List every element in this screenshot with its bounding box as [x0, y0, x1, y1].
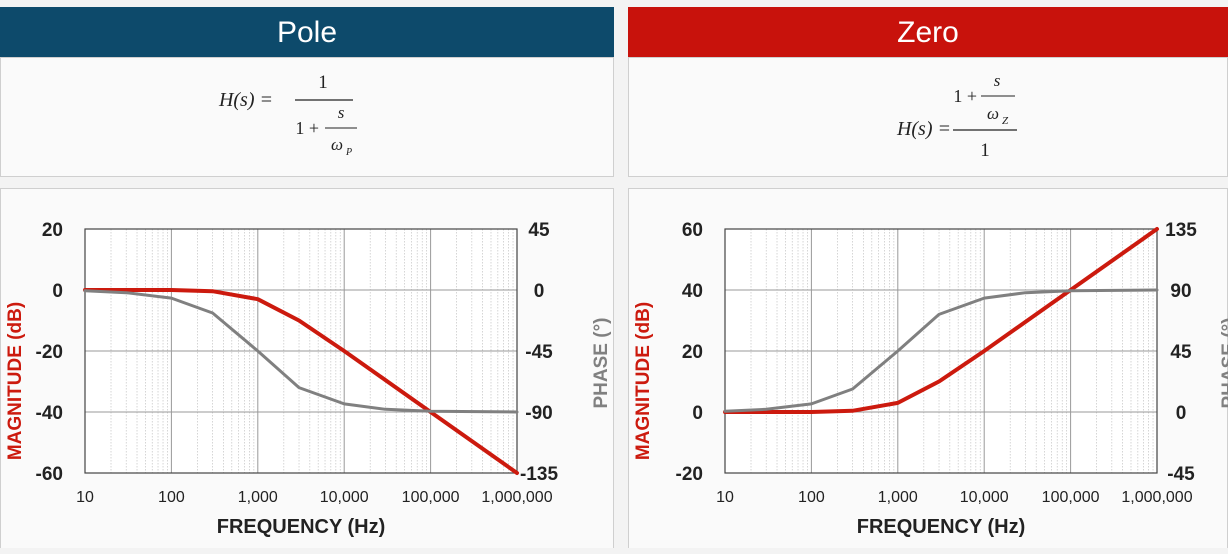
y2-axis-title: PHASE (°) [591, 318, 612, 409]
zero-formula-num-prefix: 1 + [953, 86, 977, 106]
zero-formula-inner-den: ω [987, 104, 999, 123]
x-tick-label: 1,000 [238, 489, 278, 506]
pole-chart-box: 20 45 0 0 -20 -45 -40 -90 -60 -135 10 100 1,000 10,00… [0, 188, 614, 548]
pole-formula-inner-den: ω [331, 135, 343, 154]
y-axis-title: MAGNITUDE (dB) [633, 302, 654, 460]
x-tick-label: 10 [76, 489, 94, 506]
pole-formula-box: H(s) = 1 1 + s ω P [0, 57, 614, 177]
y-tick-label: -20 [36, 342, 63, 363]
phase-series-line [83, 289, 519, 414]
zero-header-title: Zero [897, 16, 959, 49]
y2-tick-label: 0 [1176, 403, 1187, 424]
y-tick-label: 20 [682, 342, 703, 363]
x-tick-label: 10,000 [320, 489, 369, 506]
plot-frame [84, 228, 518, 474]
y-tick-label: -20 [676, 464, 703, 485]
x-axis-title: FREQUENCY (Hz) [857, 516, 1026, 538]
zero-header: Zero [628, 7, 1228, 57]
y-tick-label: -60 [36, 464, 63, 485]
y2-tick-label: -90 [525, 403, 552, 424]
x-tick-label: 1,000 [878, 489, 918, 506]
y-tick-label: 40 [682, 281, 703, 302]
pole-formula: H(s) = 1 1 + s ω P [218, 72, 357, 158]
pole-bode-chart: 20 45 0 0 -20 -45 -40 -90 -60 -135 10 100 1,000 10,00… [5, 220, 612, 538]
zero-formula-denominator: 1 [980, 140, 990, 161]
zero-formula-lhs: H(s) = [896, 118, 951, 140]
y-tick-label: 0 [692, 403, 703, 424]
zero-bode-chart: 60 135 40 90 20 45 0 0 -20 -45 10 100 1,000 10,000 100… [633, 220, 1228, 538]
x-tick-label: 1,000,000 [481, 489, 552, 506]
pole-formula-inner-num: s [338, 103, 345, 122]
phase-series-line [723, 288, 1159, 413]
y2-tick-label: -45 [525, 342, 553, 363]
y-tick-label: 60 [682, 220, 703, 241]
plot-frame [724, 228, 1158, 474]
x-tick-label: 10 [716, 489, 734, 506]
pole-header: Pole [0, 7, 614, 57]
zero-chart-box: 60 135 40 90 20 45 0 0 -20 -45 10 100 1,000 10,000 100… [628, 188, 1228, 548]
x-tick-label: 1,000,000 [1121, 489, 1192, 506]
y2-tick-label: -135 [520, 464, 558, 485]
zero-formula-inner-den-sub: Z [1002, 115, 1009, 127]
y-axis-title: MAGNITUDE (dB) [5, 302, 26, 460]
x-axis-title: FREQUENCY (Hz) [217, 516, 386, 538]
zero-formula: H(s) = 1 + s ω Z 1 [896, 71, 1017, 161]
y2-tick-label: -45 [1167, 464, 1195, 485]
magnitude-series-line [83, 288, 519, 475]
y2-tick-label: 45 [1170, 342, 1192, 363]
x-tick-label: 100,000 [1042, 489, 1100, 506]
y-tick-label: 0 [52, 281, 63, 302]
x-tick-label: 100 [158, 489, 185, 506]
magnitude-series-line [723, 227, 1159, 414]
y-tick-label: 20 [42, 220, 63, 241]
pole-header-title: Pole [276, 16, 338, 49]
y2-tick-label: 135 [1165, 220, 1197, 241]
pole-formula-inner-den-sub: P [345, 147, 352, 158]
pole-formula-lhs: H(s) = [218, 89, 273, 111]
y2-tick-label: 90 [1170, 281, 1191, 302]
y2-tick-label: 0 [534, 281, 545, 302]
pole-formula-denom-prefix: 1 + [295, 118, 319, 138]
zero-formula-box: H(s) = 1 + s ω Z 1 [628, 57, 1228, 177]
y2-tick-label: 45 [528, 220, 550, 241]
x-tick-label: 100 [798, 489, 825, 506]
pole-formula-numerator: 1 [318, 72, 328, 93]
x-tick-label: 100,000 [402, 489, 460, 506]
zero-formula-inner-num: s [994, 71, 1001, 90]
x-tick-label: 10,000 [960, 489, 1009, 506]
y2-axis-title: PHASE (°) [1219, 318, 1228, 409]
y-tick-label: -40 [36, 403, 63, 424]
